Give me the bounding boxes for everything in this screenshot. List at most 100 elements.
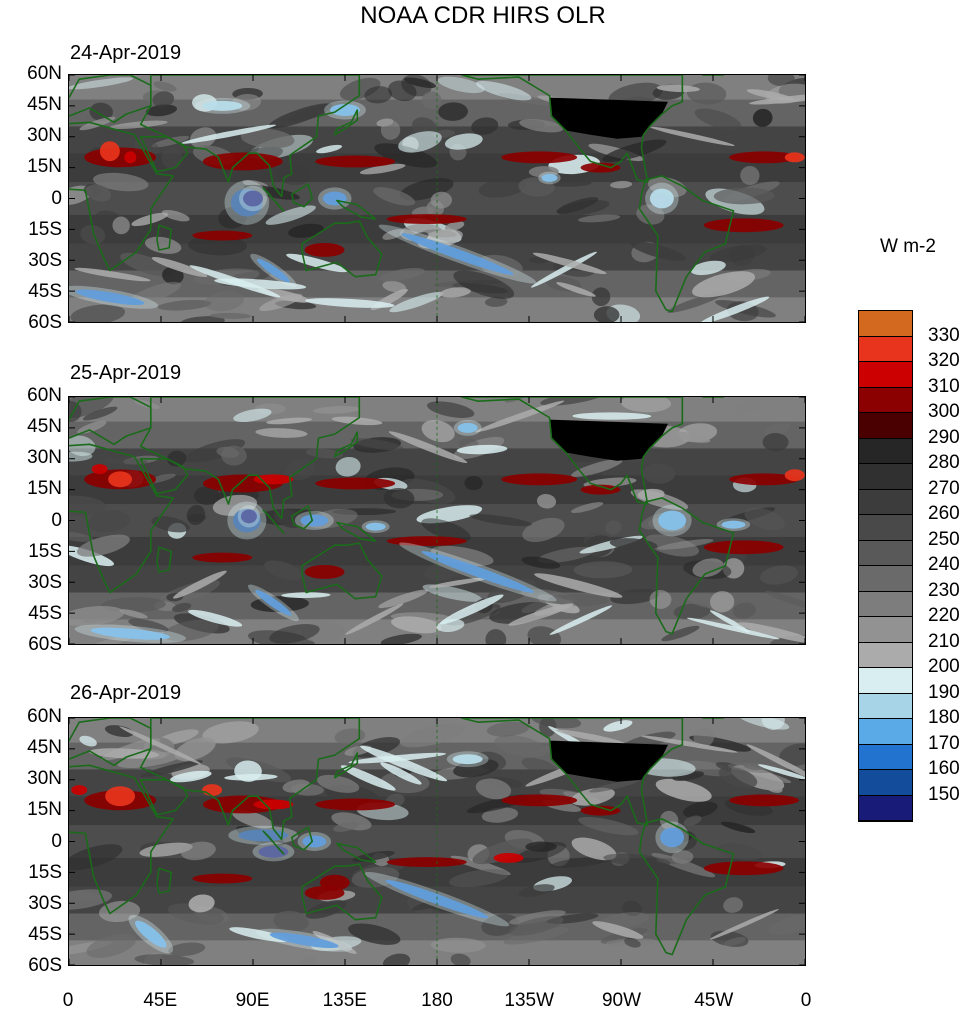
field-cell xyxy=(244,184,300,200)
front-streak xyxy=(170,770,212,783)
cloud-halo xyxy=(361,520,390,534)
field-cell xyxy=(444,133,483,150)
colorbar-segment xyxy=(859,668,912,694)
field-cell xyxy=(332,508,397,516)
field-cell xyxy=(740,165,760,186)
field-cell xyxy=(478,177,527,198)
field-cell xyxy=(690,260,726,276)
field-cell xyxy=(710,591,735,613)
field-cell xyxy=(471,117,499,135)
lat-tick-label: 60S xyxy=(28,955,62,976)
colorbar-segment xyxy=(859,362,912,388)
coastline-indonesia1 xyxy=(262,830,285,855)
coastline-africa xyxy=(69,443,175,594)
low-olr-cloud xyxy=(258,845,289,858)
front-streak xyxy=(151,257,208,278)
lat-tick-label: 15S xyxy=(28,218,62,240)
front-streak xyxy=(556,282,596,297)
field-cell xyxy=(768,914,805,936)
colorbar-tick-label: 190 xyxy=(928,681,960,703)
front-streak xyxy=(428,577,487,588)
field-cell xyxy=(276,163,311,186)
field-cell xyxy=(472,838,533,865)
field-cell xyxy=(624,937,641,948)
field-cell xyxy=(779,743,805,766)
field-cell xyxy=(683,801,718,818)
field-cell xyxy=(350,438,404,451)
field-cell xyxy=(485,629,507,644)
colorbar-segment xyxy=(859,413,912,439)
high-olr-region xyxy=(501,794,578,807)
front-streak xyxy=(286,253,348,273)
field-cell xyxy=(380,120,401,140)
low-olr-cloud xyxy=(457,422,478,433)
field-cell xyxy=(383,487,415,509)
field-cell xyxy=(494,735,547,758)
cloud-halo xyxy=(453,419,482,436)
lon-tick-label: 45W xyxy=(694,990,734,1011)
lat-tick-label: 30N xyxy=(27,768,62,790)
front-streak xyxy=(331,416,383,426)
field-cell xyxy=(620,397,672,413)
colorbar-tick-label: 240 xyxy=(928,554,960,575)
colorbar-segment xyxy=(859,464,912,490)
high-olr-region xyxy=(304,243,345,257)
colorbar-tick-label: 200 xyxy=(928,656,960,677)
field-cell xyxy=(269,624,320,644)
field-cell xyxy=(430,937,486,953)
front-streak xyxy=(709,908,779,940)
field-cell xyxy=(139,842,193,857)
lat-tick-label: 30N xyxy=(27,125,62,147)
colorbar-segment xyxy=(859,744,912,770)
field-cell xyxy=(709,244,767,263)
coastline-newguinea xyxy=(336,199,377,220)
cloud-halo xyxy=(252,842,295,862)
high-olr-region xyxy=(99,141,120,162)
field-cell xyxy=(464,476,483,491)
field-cell xyxy=(161,209,190,222)
colorbar-segment xyxy=(859,515,912,541)
field-cell xyxy=(430,191,452,209)
field-cell xyxy=(478,254,523,277)
field-cell xyxy=(453,270,515,299)
field-cell xyxy=(265,205,316,225)
cloud-halo xyxy=(446,751,489,768)
panel-1-olr-field xyxy=(69,75,805,322)
lon-tick-label: 90W xyxy=(601,990,642,1011)
coastline-namerica xyxy=(460,397,684,505)
lat-tick-label: 15S xyxy=(28,861,62,883)
lat-tick-label: 45S xyxy=(28,602,62,624)
lon-tick-label: 135E xyxy=(322,990,367,1011)
coastline-indonesia2 xyxy=(290,183,314,208)
cloud-halo xyxy=(538,171,561,185)
high-olr-region xyxy=(501,473,578,486)
high-olr-region xyxy=(192,552,253,563)
high-olr-region xyxy=(729,473,800,486)
cloud-halo xyxy=(255,928,353,952)
field-cell xyxy=(316,144,343,154)
high-olr-region xyxy=(703,218,784,233)
field-cell xyxy=(603,720,633,732)
colorbar xyxy=(858,310,913,822)
panel-2-date: 25-Apr-2019 xyxy=(70,362,182,384)
front-streak xyxy=(709,610,750,633)
field-cell xyxy=(255,428,308,438)
field-cell xyxy=(80,224,106,245)
field-cell xyxy=(162,266,184,285)
field-cell xyxy=(764,590,805,609)
field-cell xyxy=(388,80,417,102)
field-cell xyxy=(759,565,798,585)
lon-tick-label: 135W xyxy=(504,990,555,1011)
lat-tick-label: 15S xyxy=(28,540,62,562)
coastline-madagascar xyxy=(156,546,173,573)
field-cell xyxy=(98,900,141,923)
front-streak xyxy=(746,744,805,783)
cloud-halo xyxy=(250,253,297,288)
field-cell xyxy=(481,914,519,936)
field-cell xyxy=(642,463,676,484)
low-olr-cloud xyxy=(243,190,263,207)
high-olr-region xyxy=(784,469,805,482)
coastline-indonesia1 xyxy=(262,509,285,534)
field-cell xyxy=(374,143,438,168)
field-cell xyxy=(140,760,203,778)
